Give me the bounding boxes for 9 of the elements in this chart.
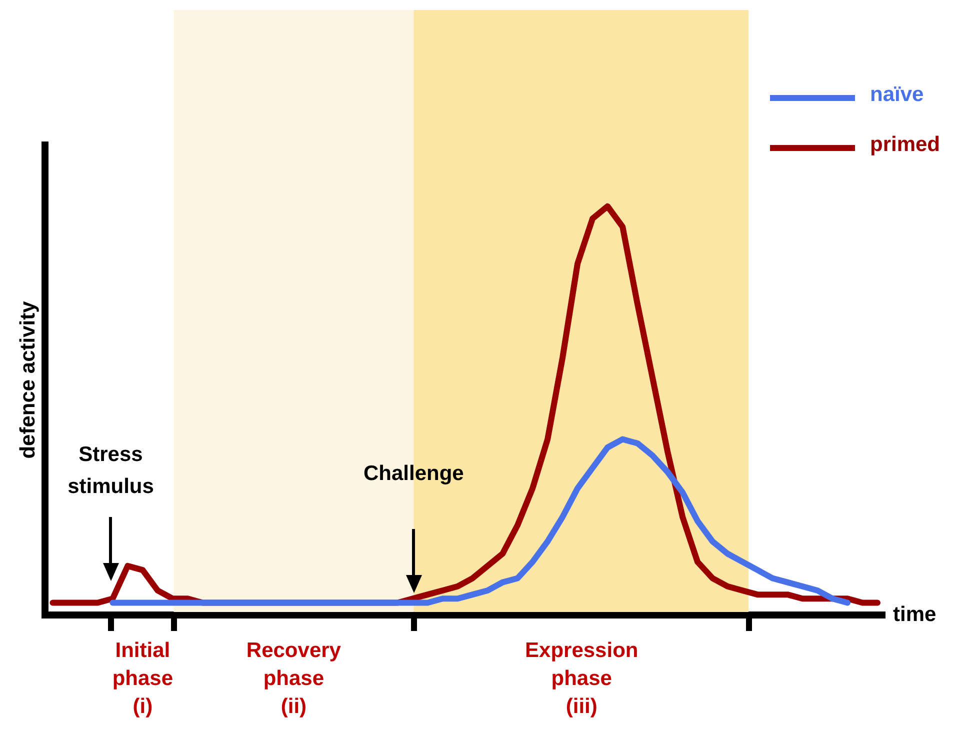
legend-label: naïve: [870, 82, 924, 106]
x-axis-title: time: [893, 602, 936, 626]
annotation: Challenge: [363, 462, 464, 485]
legend-label: primed: [870, 132, 940, 156]
annotation: Stress stimulus: [68, 442, 154, 498]
text: Expression phase (iii): [525, 638, 638, 718]
text: Initial phase (i): [112, 638, 174, 718]
y-axis-title: defence activity: [16, 300, 40, 459]
text: Recovery phase (ii): [246, 638, 342, 718]
